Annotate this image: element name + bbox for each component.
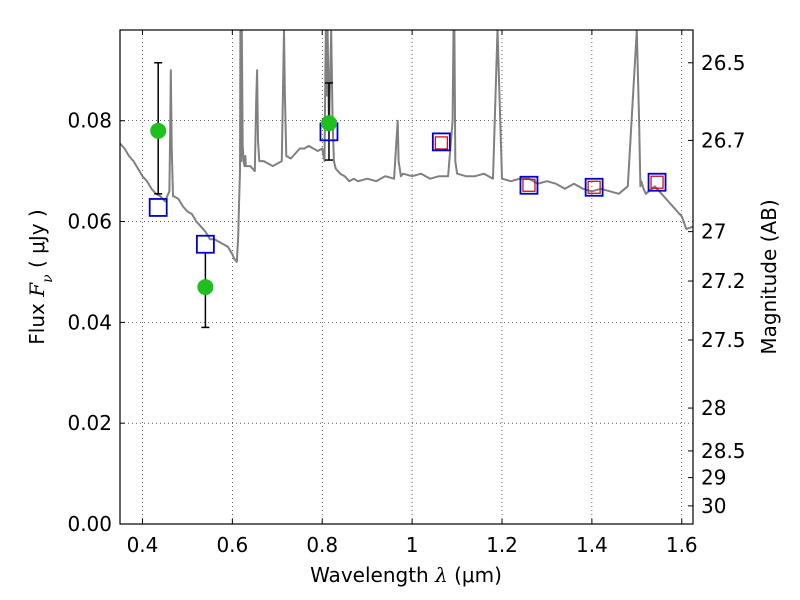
x-axis-ticks: 0.4 0.6 0.8 1 1.2 1.4 1.6	[127, 30, 698, 557]
magnitude-axis-title: Magnitude (AB)	[757, 199, 781, 354]
y-axis-title-symbol: F	[25, 282, 49, 298]
x-tick-label: 1.6	[666, 533, 698, 557]
observed-point	[320, 115, 337, 132]
y-tick-label: 0.06	[67, 210, 112, 234]
model-photometry-square	[148, 198, 168, 217]
magnitude-tick-label: 28	[701, 396, 726, 420]
model-spectrum-line	[120, 30, 693, 263]
model-photometry-square	[647, 172, 667, 192]
magnitude-axis-ticks: 26.5 26.7 27 27.2 27.5 28 28.5 29 30	[688, 51, 746, 518]
x-axis-title-prefix: Wavelength	[310, 563, 429, 587]
magnitude-tick-label: 30	[701, 494, 726, 518]
y-tick-label: 0.08	[67, 109, 112, 133]
model-photometry-square-red	[434, 136, 448, 150]
x-tick-label: 1.4	[576, 533, 608, 557]
y-axis-title: Flux Fν ( μJy )	[25, 209, 56, 344]
magnitude-tick-label: 26.5	[701, 51, 746, 75]
plot-frame	[119, 29, 694, 525]
x-tick-label: 0.4	[127, 533, 159, 557]
y-axis-title-unit: ( μJy )	[25, 209, 49, 268]
x-axis-title-symbol: λ	[434, 563, 448, 587]
model-photometry-square	[584, 177, 604, 197]
x-tick-label: 0.8	[306, 533, 338, 557]
x-axis-title-unit: (μm)	[454, 563, 502, 587]
y-tick-label: 0.04	[67, 310, 112, 334]
model-photometry-square	[431, 132, 451, 152]
magnitude-tick-label: 27.2	[701, 269, 746, 293]
observed-point	[150, 122, 167, 139]
model-photometry-square	[195, 234, 215, 254]
y-tick-label: 0.00	[67, 512, 112, 536]
model-photometry-square-red	[587, 180, 601, 194]
model-photometry-square	[519, 175, 539, 195]
x-tick-label: 1.2	[486, 533, 518, 557]
model-photometry-square-red	[650, 175, 664, 189]
model-photometry-square-red	[522, 178, 536, 192]
magnitude-tick-label: 29	[701, 466, 726, 490]
x-tick-label: 0.6	[216, 533, 248, 557]
magnitude-tick-label: 27.5	[701, 328, 746, 352]
x-axis-title: Wavelength λ (μm)	[310, 563, 502, 587]
magnitude-tick-label: 28.5	[701, 439, 746, 463]
observed-point	[197, 279, 214, 296]
magnitude-tick-label: 27	[701, 220, 726, 244]
y-axis-title-prefix: Flux	[25, 303, 49, 345]
magnitude-tick-label: 26.7	[701, 128, 746, 152]
markers-layer	[148, 62, 667, 329]
y-tick-label: 0.02	[67, 411, 112, 435]
x-tick-label: 1	[406, 533, 419, 557]
spectrum-layer	[120, 30, 693, 263]
y-axis-title-subscript: ν	[40, 274, 56, 283]
y-axis-ticks: 0.00 0.02 0.04 0.06 0.08	[67, 109, 125, 536]
